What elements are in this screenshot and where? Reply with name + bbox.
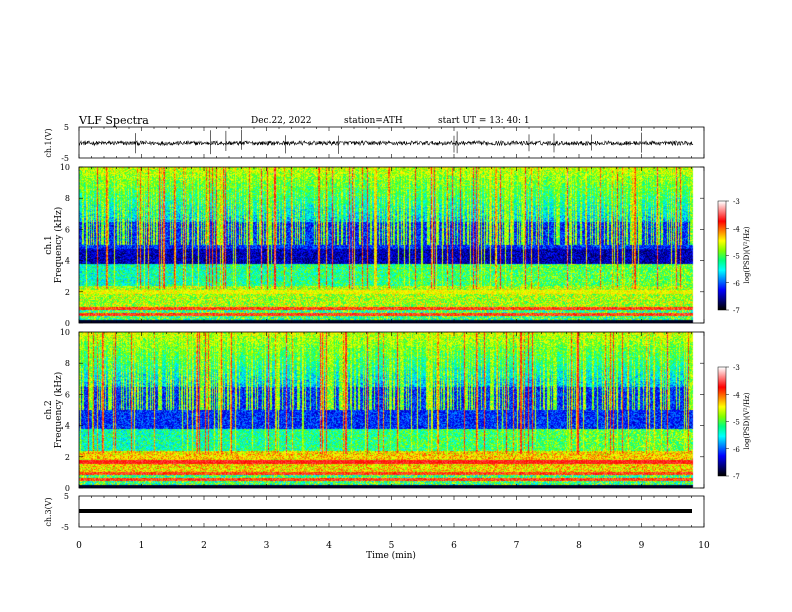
ch1-frequency-ytick-label: 10 <box>60 163 70 172</box>
colorbar-tick-label: -3 <box>733 198 740 206</box>
x-tick-label: 5 <box>389 541 395 551</box>
colorbar-tick-label: -5 <box>733 253 740 261</box>
ch1-colorbar: -3 -4 -5 -6 -7 log(PSD)(V²/Hz) <box>717 198 751 315</box>
colorbar-tick-label: -7 <box>733 307 740 315</box>
ch1-spectrogram-ylabel-frequency: Frequency (kHz) <box>53 207 64 284</box>
ch1-frequency-ytick-label: 0 <box>65 319 70 328</box>
colorbar-tick-label: -6 <box>733 446 740 454</box>
ch1-waveform-panel: 5 -5 ch.1(V) <box>44 123 705 163</box>
colorbar-tick-label: -3 <box>733 364 740 372</box>
ch1-colorbar-image <box>718 201 726 310</box>
x-tick-label: 7 <box>514 541 520 551</box>
ch1-spectrogram-panel: 10 8 6 4 2 0 ch.1 Frequency (kHz) <box>44 163 705 328</box>
ch2-spectrogram-ylabel-frequency: Frequency (kHz) <box>53 372 64 449</box>
ch2-spectrogram-ylabel-channel: ch.2 <box>44 400 54 419</box>
ch3-waveform-ylabel: ch.3(V) <box>44 497 53 526</box>
figure-title: VLF Spectra <box>78 114 149 127</box>
ch1-ytick-top: 5 <box>64 123 69 132</box>
ch1-spectrogram-image <box>79 167 704 323</box>
x-tick-label: 0 <box>76 541 82 551</box>
ch1-spectrogram-yticks: 10 8 6 4 2 0 <box>60 163 704 328</box>
x-tick-label: 3 <box>264 541 270 551</box>
ch1-frequency-ytick-label: 4 <box>65 257 70 266</box>
x-tick-label: 1 <box>139 541 145 551</box>
start-time-label: start UT = 13: 40: 1 <box>438 116 530 126</box>
ch1-spectrogram-ylabel-channel: ch.1 <box>44 235 54 254</box>
ch1-frequency-ytick-label: 2 <box>65 288 70 297</box>
colorbar-tick-label: -4 <box>733 391 740 399</box>
ch1-waveform-ylabel: ch.1(V) <box>44 128 53 157</box>
ch1-waveform-trace <box>79 129 694 155</box>
colorbar-tick-label: -4 <box>733 225 740 233</box>
ch2-frequency-ytick-label: 10 <box>60 328 70 337</box>
x-tick-label: 4 <box>326 541 332 551</box>
ch3-waveform-panel: 5 -5 ch.3(V) <box>44 492 705 532</box>
ch2-frequency-ytick-label: 6 <box>65 390 70 399</box>
ch2-frequency-ytick-label: 2 <box>65 453 70 462</box>
ch1-spectrogram-ticks <box>78 167 705 323</box>
x-tick-label: 2 <box>201 541 207 551</box>
x-tick-label: 10 <box>698 541 710 551</box>
ch2-colorbar-image <box>718 367 726 476</box>
ch3-ytick-top: 5 <box>64 492 69 501</box>
ch1-waveform-ticks <box>78 127 705 158</box>
x-axis-tick-labels: 0 1 2 3 4 5 6 7 8 9 10 <box>76 541 710 551</box>
ch2-spectrogram-image <box>79 332 704 488</box>
ch2-spectrogram-ticks <box>78 332 705 488</box>
x-tick-label: 9 <box>639 541 645 551</box>
ch2-colorbar: -3 -4 -5 -6 -7 log(PSD)(V²/Hz) <box>717 364 751 481</box>
x-axis-label: Time (min) <box>366 550 416 561</box>
ch3-waveform-ticks <box>78 496 705 527</box>
ch3-ytick-bottom: -5 <box>61 523 69 532</box>
ch2-frequency-ytick-label: 0 <box>65 484 70 493</box>
colorbar-tick-label: -7 <box>733 473 740 481</box>
ch2-frequency-ytick-label: 8 <box>65 359 70 368</box>
ch1-colorbar-ticks: -3 -4 -5 -6 -7 <box>726 198 740 315</box>
ch3-waveform-trace <box>79 509 692 513</box>
colorbar-tick-label: -5 <box>733 419 740 427</box>
ch2-colorbar-ticks: -3 -4 -5 -6 -7 <box>726 364 740 481</box>
x-tick-label: 8 <box>576 541 582 551</box>
colorbar-tick-label: -6 <box>733 280 740 288</box>
ch2-spectrogram-yticks: 10 8 6 4 2 0 <box>60 328 704 493</box>
ch2-spectrogram-panel: 10 8 6 4 2 0 ch.2 Frequency (kHz) <box>44 328 705 493</box>
ch2-colorbar-label: log(PSD)(V²/Hz) <box>743 392 751 449</box>
date-label: Dec.22, 2022 <box>251 116 312 126</box>
ch1-frequency-ytick-label: 6 <box>65 225 70 234</box>
ch2-frequency-ytick-label: 4 <box>65 422 70 431</box>
station-label: station=ATH <box>344 116 403 126</box>
ch1-ytick-bottom: -5 <box>61 154 69 163</box>
ch1-frequency-ytick-label: 8 <box>65 194 70 203</box>
x-tick-label: 6 <box>451 541 457 551</box>
ch1-colorbar-label: log(PSD)(V²/Hz) <box>743 226 751 283</box>
